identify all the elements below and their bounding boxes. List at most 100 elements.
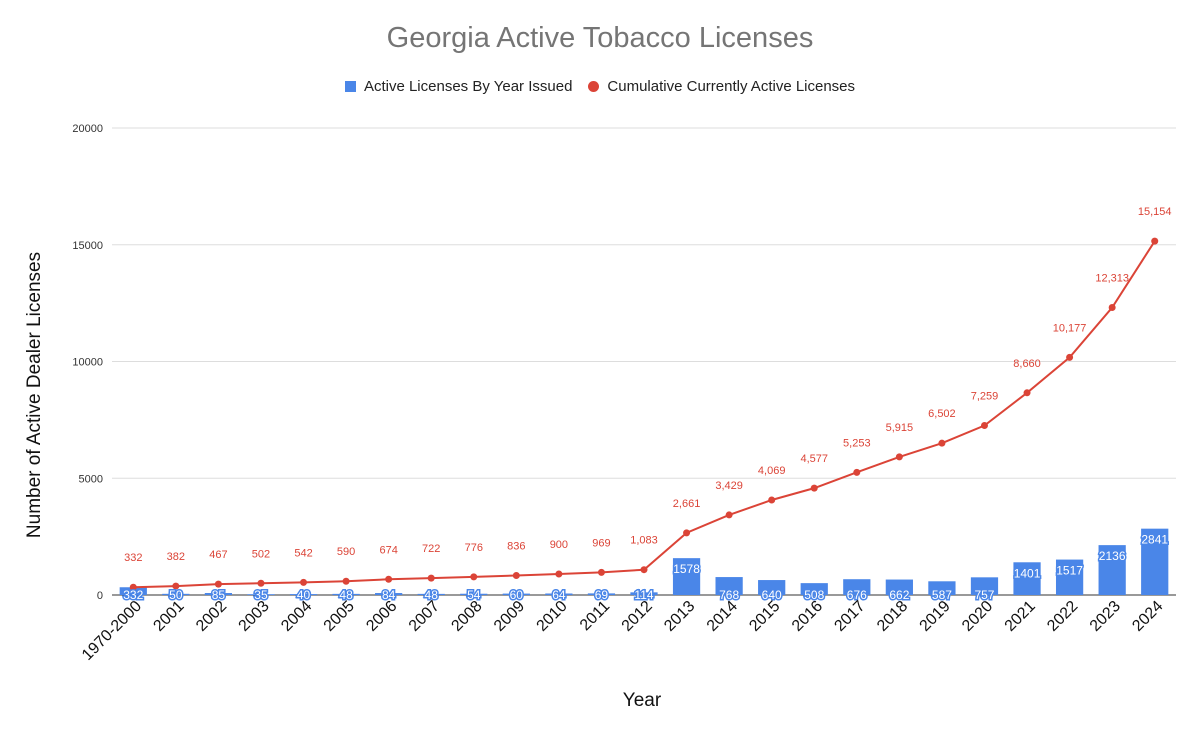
line-point bbox=[470, 573, 478, 581]
line-data-label: 8,660 bbox=[1013, 358, 1041, 370]
legend-label-line: Cumulative Currently Active Licenses bbox=[607, 78, 856, 95]
x-tick-label: 1970-2000 bbox=[79, 598, 145, 664]
bar-layer bbox=[119, 528, 1169, 595]
bar bbox=[1055, 559, 1084, 595]
x-tick-label: 2021 bbox=[1002, 598, 1039, 635]
y-axis-title: Number of Active Dealer Licenses bbox=[24, 251, 45, 539]
line-point bbox=[1066, 353, 1074, 361]
bar bbox=[1141, 528, 1169, 595]
x-tick-label: 2018 bbox=[874, 598, 911, 635]
line-point bbox=[342, 577, 350, 585]
legend-swatch-line bbox=[588, 81, 600, 92]
line-data-label: 7,259 bbox=[971, 391, 999, 403]
x-tick-label: 2023 bbox=[1087, 598, 1124, 635]
bar-data-label: 1578 bbox=[673, 562, 700, 576]
bar-data-label: 1401 bbox=[1014, 566, 1041, 580]
bar bbox=[119, 587, 147, 595]
bar-data-label: 662 bbox=[889, 588, 909, 602]
line-point bbox=[1023, 389, 1031, 397]
line-data-label: 836 bbox=[507, 540, 525, 552]
label-layer: 332 382 467 502 542 590 674 722 776 836 900 969 1,08… bbox=[122, 206, 1172, 603]
line-point bbox=[683, 529, 691, 537]
line-data-label: 12,313 bbox=[1095, 272, 1129, 284]
bar bbox=[885, 579, 913, 595]
x-tick-label: 2024 bbox=[1129, 598, 1166, 635]
line-data-label: 10,177 bbox=[1053, 322, 1087, 334]
bar-data-label: 114 bbox=[634, 588, 653, 602]
x-tick-label: 2007 bbox=[406, 598, 443, 635]
line-point bbox=[555, 570, 563, 578]
grid-layer bbox=[112, 127, 1176, 596]
chart-title: Georgia Active Tobacco Licenses bbox=[386, 22, 814, 54]
bar-data-label: 757 bbox=[974, 588, 994, 602]
legend: Active Licenses By Year Issued Cumulativ… bbox=[0, 78, 1200, 95]
line-point bbox=[895, 453, 903, 461]
line-data-label: 467 bbox=[209, 549, 227, 561]
line-point bbox=[725, 511, 733, 519]
line-data-label: 722 bbox=[422, 543, 440, 555]
x-tick-label: 2002 bbox=[193, 598, 230, 635]
x-tick-label: 2013 bbox=[661, 598, 698, 635]
bar bbox=[1098, 545, 1126, 595]
line-point bbox=[597, 568, 605, 576]
line-point bbox=[257, 579, 265, 587]
bar bbox=[715, 577, 743, 595]
x-tick-label: 2008 bbox=[448, 598, 485, 635]
legend-item-line: Cumulative Currently Active Licenses bbox=[588, 78, 855, 95]
line-data-label: 1,083 bbox=[630, 535, 658, 547]
line-data-label: 542 bbox=[294, 547, 312, 559]
bar bbox=[545, 593, 573, 595]
line-data-label: 332 bbox=[124, 552, 142, 564]
bar bbox=[843, 579, 871, 595]
y-tick-label: 5000 bbox=[79, 473, 103, 485]
line-point bbox=[129, 583, 137, 591]
bar bbox=[417, 593, 445, 595]
x-tick-label: 2006 bbox=[363, 598, 400, 635]
x-tick-label: 2001 bbox=[150, 598, 187, 635]
x-tick-label: 2004 bbox=[278, 598, 315, 635]
x-tick-label: 2012 bbox=[619, 598, 656, 635]
bar bbox=[800, 583, 828, 595]
x-tick-label: 2011 bbox=[577, 598, 613, 634]
line-data-label: 590 bbox=[337, 546, 355, 558]
x-tick-label: 2014 bbox=[704, 598, 741, 635]
y-tick-label: 10000 bbox=[72, 357, 103, 369]
line-point bbox=[172, 582, 180, 590]
y-tick-label: 20000 bbox=[72, 123, 103, 135]
x-axis-title: Year bbox=[622, 690, 662, 711]
bar bbox=[204, 593, 233, 595]
bar bbox=[375, 593, 403, 595]
line-point bbox=[512, 571, 520, 579]
line-data-label: 5,253 bbox=[843, 437, 871, 449]
bar bbox=[928, 581, 956, 595]
line-point bbox=[214, 580, 222, 588]
line-data-label: 382 bbox=[167, 551, 185, 563]
bar bbox=[630, 592, 658, 595]
bar bbox=[460, 593, 488, 595]
line-data-label: 502 bbox=[252, 548, 270, 560]
line-point bbox=[938, 439, 946, 447]
bar-data-label: 60 bbox=[510, 588, 524, 602]
line-point bbox=[768, 496, 776, 504]
line-data-label: 4,069 bbox=[758, 465, 786, 477]
line-point bbox=[300, 578, 308, 586]
bar bbox=[332, 593, 360, 595]
line-point bbox=[385, 575, 393, 583]
x-tick-label: 2020 bbox=[959, 598, 996, 635]
legend-label-bars: Active Licenses By Year Issued bbox=[363, 78, 573, 95]
bar bbox=[970, 577, 999, 595]
bar bbox=[247, 594, 275, 595]
legend-swatch-bars bbox=[344, 81, 356, 92]
bar-data-label: 768 bbox=[719, 588, 739, 602]
bar bbox=[502, 593, 530, 595]
bar-data-label: 85 bbox=[212, 588, 226, 602]
x-tick-label: 2016 bbox=[789, 598, 826, 635]
line-data-label: 776 bbox=[465, 542, 483, 554]
bar-data-label: 69 bbox=[595, 588, 609, 602]
bar-data-label: 676 bbox=[847, 588, 867, 602]
line-point bbox=[427, 574, 435, 582]
line-data-label: 5,915 bbox=[886, 422, 914, 434]
line-point bbox=[853, 468, 861, 476]
bar-data-label: 508 bbox=[804, 588, 824, 602]
